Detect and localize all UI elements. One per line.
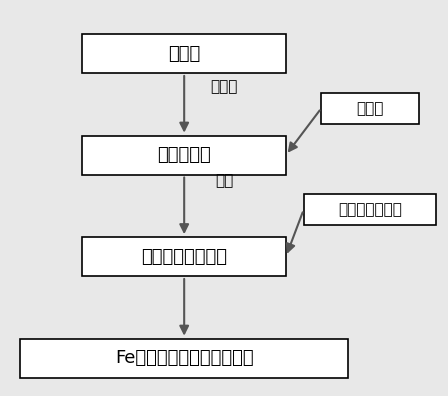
Text: Fe掺杂的镍基活性炭催化剂: Fe掺杂的镍基活性炭催化剂 — [115, 349, 254, 367]
Text: 硝酸镍、硝酸铁: 硝酸镍、硝酸铁 — [338, 202, 402, 217]
Text: 浓硝酸: 浓硝酸 — [356, 101, 383, 116]
FancyBboxPatch shape — [82, 135, 286, 175]
Text: 浸渍: 浸渍 — [215, 173, 233, 188]
FancyBboxPatch shape — [304, 194, 436, 225]
Text: 活性炭: 活性炭 — [168, 44, 200, 63]
FancyBboxPatch shape — [82, 237, 286, 276]
FancyBboxPatch shape — [21, 339, 348, 378]
FancyBboxPatch shape — [321, 93, 419, 124]
FancyBboxPatch shape — [82, 34, 286, 73]
Text: 预处理: 预处理 — [210, 80, 238, 95]
Text: 酸化活性炭: 酸化活性炭 — [157, 146, 211, 164]
Text: 干燥、焙烧、还原: 干燥、焙烧、还原 — [141, 248, 227, 266]
